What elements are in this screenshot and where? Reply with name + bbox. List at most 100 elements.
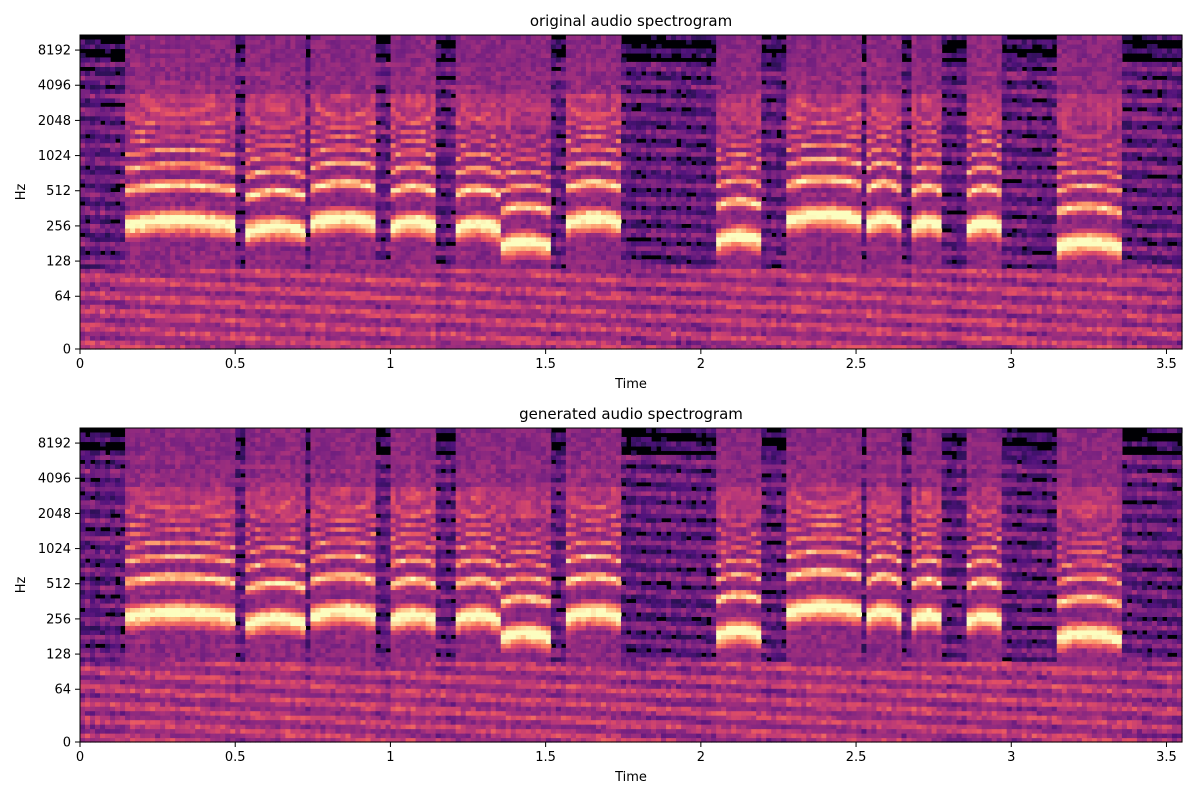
heatmap-cell	[240, 52, 246, 59]
heatmap-cell	[335, 120, 342, 126]
heatmap-cell	[120, 115, 126, 121]
heatmap-cell	[420, 313, 427, 319]
heatmap-cell	[335, 232, 342, 238]
heatmap-cell	[265, 241, 271, 247]
heatmap-cell	[230, 115, 236, 121]
heatmap-cell	[385, 331, 392, 337]
heatmap-cell	[390, 236, 397, 242]
heatmap-cell	[240, 138, 246, 144]
heatmap-cell	[130, 187, 136, 193]
heatmap-cell	[260, 43, 266, 50]
heatmap-cell	[425, 138, 432, 144]
heatmap-cell	[340, 200, 347, 207]
heatmap-cell	[255, 268, 261, 274]
heatmap-cell	[245, 250, 251, 256]
heatmap-cell	[225, 227, 231, 233]
heatmap-cell	[360, 187, 367, 193]
heatmap-cell	[250, 129, 256, 135]
heatmap-cell	[300, 138, 307, 144]
heatmap-cell	[175, 340, 181, 346]
heatmap-cell	[145, 115, 151, 121]
heatmap-cell	[440, 93, 447, 99]
heatmap-cell	[390, 174, 397, 180]
heatmap-cell	[365, 178, 372, 184]
heatmap-cell	[115, 250, 121, 256]
heatmap-cell	[165, 290, 171, 296]
heatmap-cell	[410, 187, 417, 193]
heatmap-cell	[410, 39, 417, 45]
heatmap-cell	[125, 263, 131, 269]
heatmap-cell	[175, 304, 181, 310]
heatmap-cell	[255, 102, 261, 108]
heatmap-cell	[115, 241, 121, 247]
heatmap-cell	[295, 97, 301, 103]
heatmap-cell	[140, 236, 146, 242]
heatmap-cell	[410, 277, 417, 283]
heatmap-cell	[190, 57, 196, 63]
heatmap-cell	[160, 84, 166, 90]
heatmap-cell	[115, 120, 121, 126]
heatmap-cell	[345, 196, 352, 202]
heatmap-cell	[155, 142, 161, 148]
heatmap-cell	[125, 129, 131, 135]
heatmap-cell	[190, 93, 196, 99]
heatmap-cell	[280, 281, 286, 287]
heatmap-cell	[145, 93, 151, 99]
heatmap-cell	[220, 268, 226, 274]
heatmap-cell	[430, 183, 437, 189]
heatmap-cell	[85, 156, 91, 162]
heatmap-cell	[115, 340, 121, 346]
heatmap-cell	[135, 250, 141, 256]
heatmap-cell	[395, 66, 402, 72]
heatmap-cell	[295, 245, 301, 251]
heatmap-cell	[245, 111, 251, 117]
heatmap-cell	[115, 308, 121, 314]
heatmap-cell	[130, 93, 136, 99]
heatmap-cell	[150, 43, 156, 50]
heatmap-cell	[185, 106, 191, 112]
heatmap-cell	[265, 295, 271, 301]
heatmap-cell	[365, 84, 372, 90]
heatmap-cell	[95, 313, 101, 319]
heatmap-cell	[140, 52, 146, 59]
heatmap-cell	[330, 97, 337, 103]
heatmap-cell	[300, 272, 307, 278]
heatmap-cell	[440, 268, 447, 274]
heatmap-cell	[165, 48, 171, 54]
heatmap-cell	[180, 35, 186, 41]
heatmap-cell	[335, 111, 342, 117]
heatmap-cell	[160, 48, 166, 54]
heatmap-cell	[80, 75, 86, 81]
heatmap-cell	[105, 178, 111, 184]
heatmap-cell	[270, 57, 276, 63]
heatmap-cell	[190, 245, 196, 251]
heatmap-cell	[410, 183, 417, 189]
heatmap-cell	[225, 200, 231, 207]
heatmap-cell	[390, 52, 397, 59]
heatmap-cell	[205, 35, 211, 41]
heatmap-cell	[385, 286, 392, 292]
heatmap-cell	[310, 196, 317, 202]
heatmap-cell	[295, 178, 301, 184]
heatmap-cell	[400, 133, 407, 139]
heatmap-cell	[410, 227, 417, 233]
heatmap-cell	[405, 277, 412, 283]
heatmap-cell	[340, 335, 347, 341]
heatmap-cell	[360, 183, 367, 189]
heatmap-cell	[350, 84, 357, 90]
heatmap-cell	[415, 147, 422, 153]
heatmap-cell	[135, 331, 141, 337]
heatmap-cell	[275, 187, 281, 193]
heatmap-cell	[315, 196, 322, 202]
heatmap-cell	[185, 326, 191, 332]
heatmap-cell	[280, 218, 286, 224]
heatmap-cell	[135, 254, 141, 260]
heatmap-cell	[265, 102, 271, 108]
heatmap-cell	[415, 263, 422, 269]
heatmap-cell	[305, 308, 312, 314]
heatmap-cell	[140, 196, 146, 202]
heatmap-cell	[300, 133, 307, 139]
heatmap-cell	[285, 151, 291, 157]
heatmap-cell	[415, 183, 422, 189]
heatmap-cell	[415, 209, 422, 216]
